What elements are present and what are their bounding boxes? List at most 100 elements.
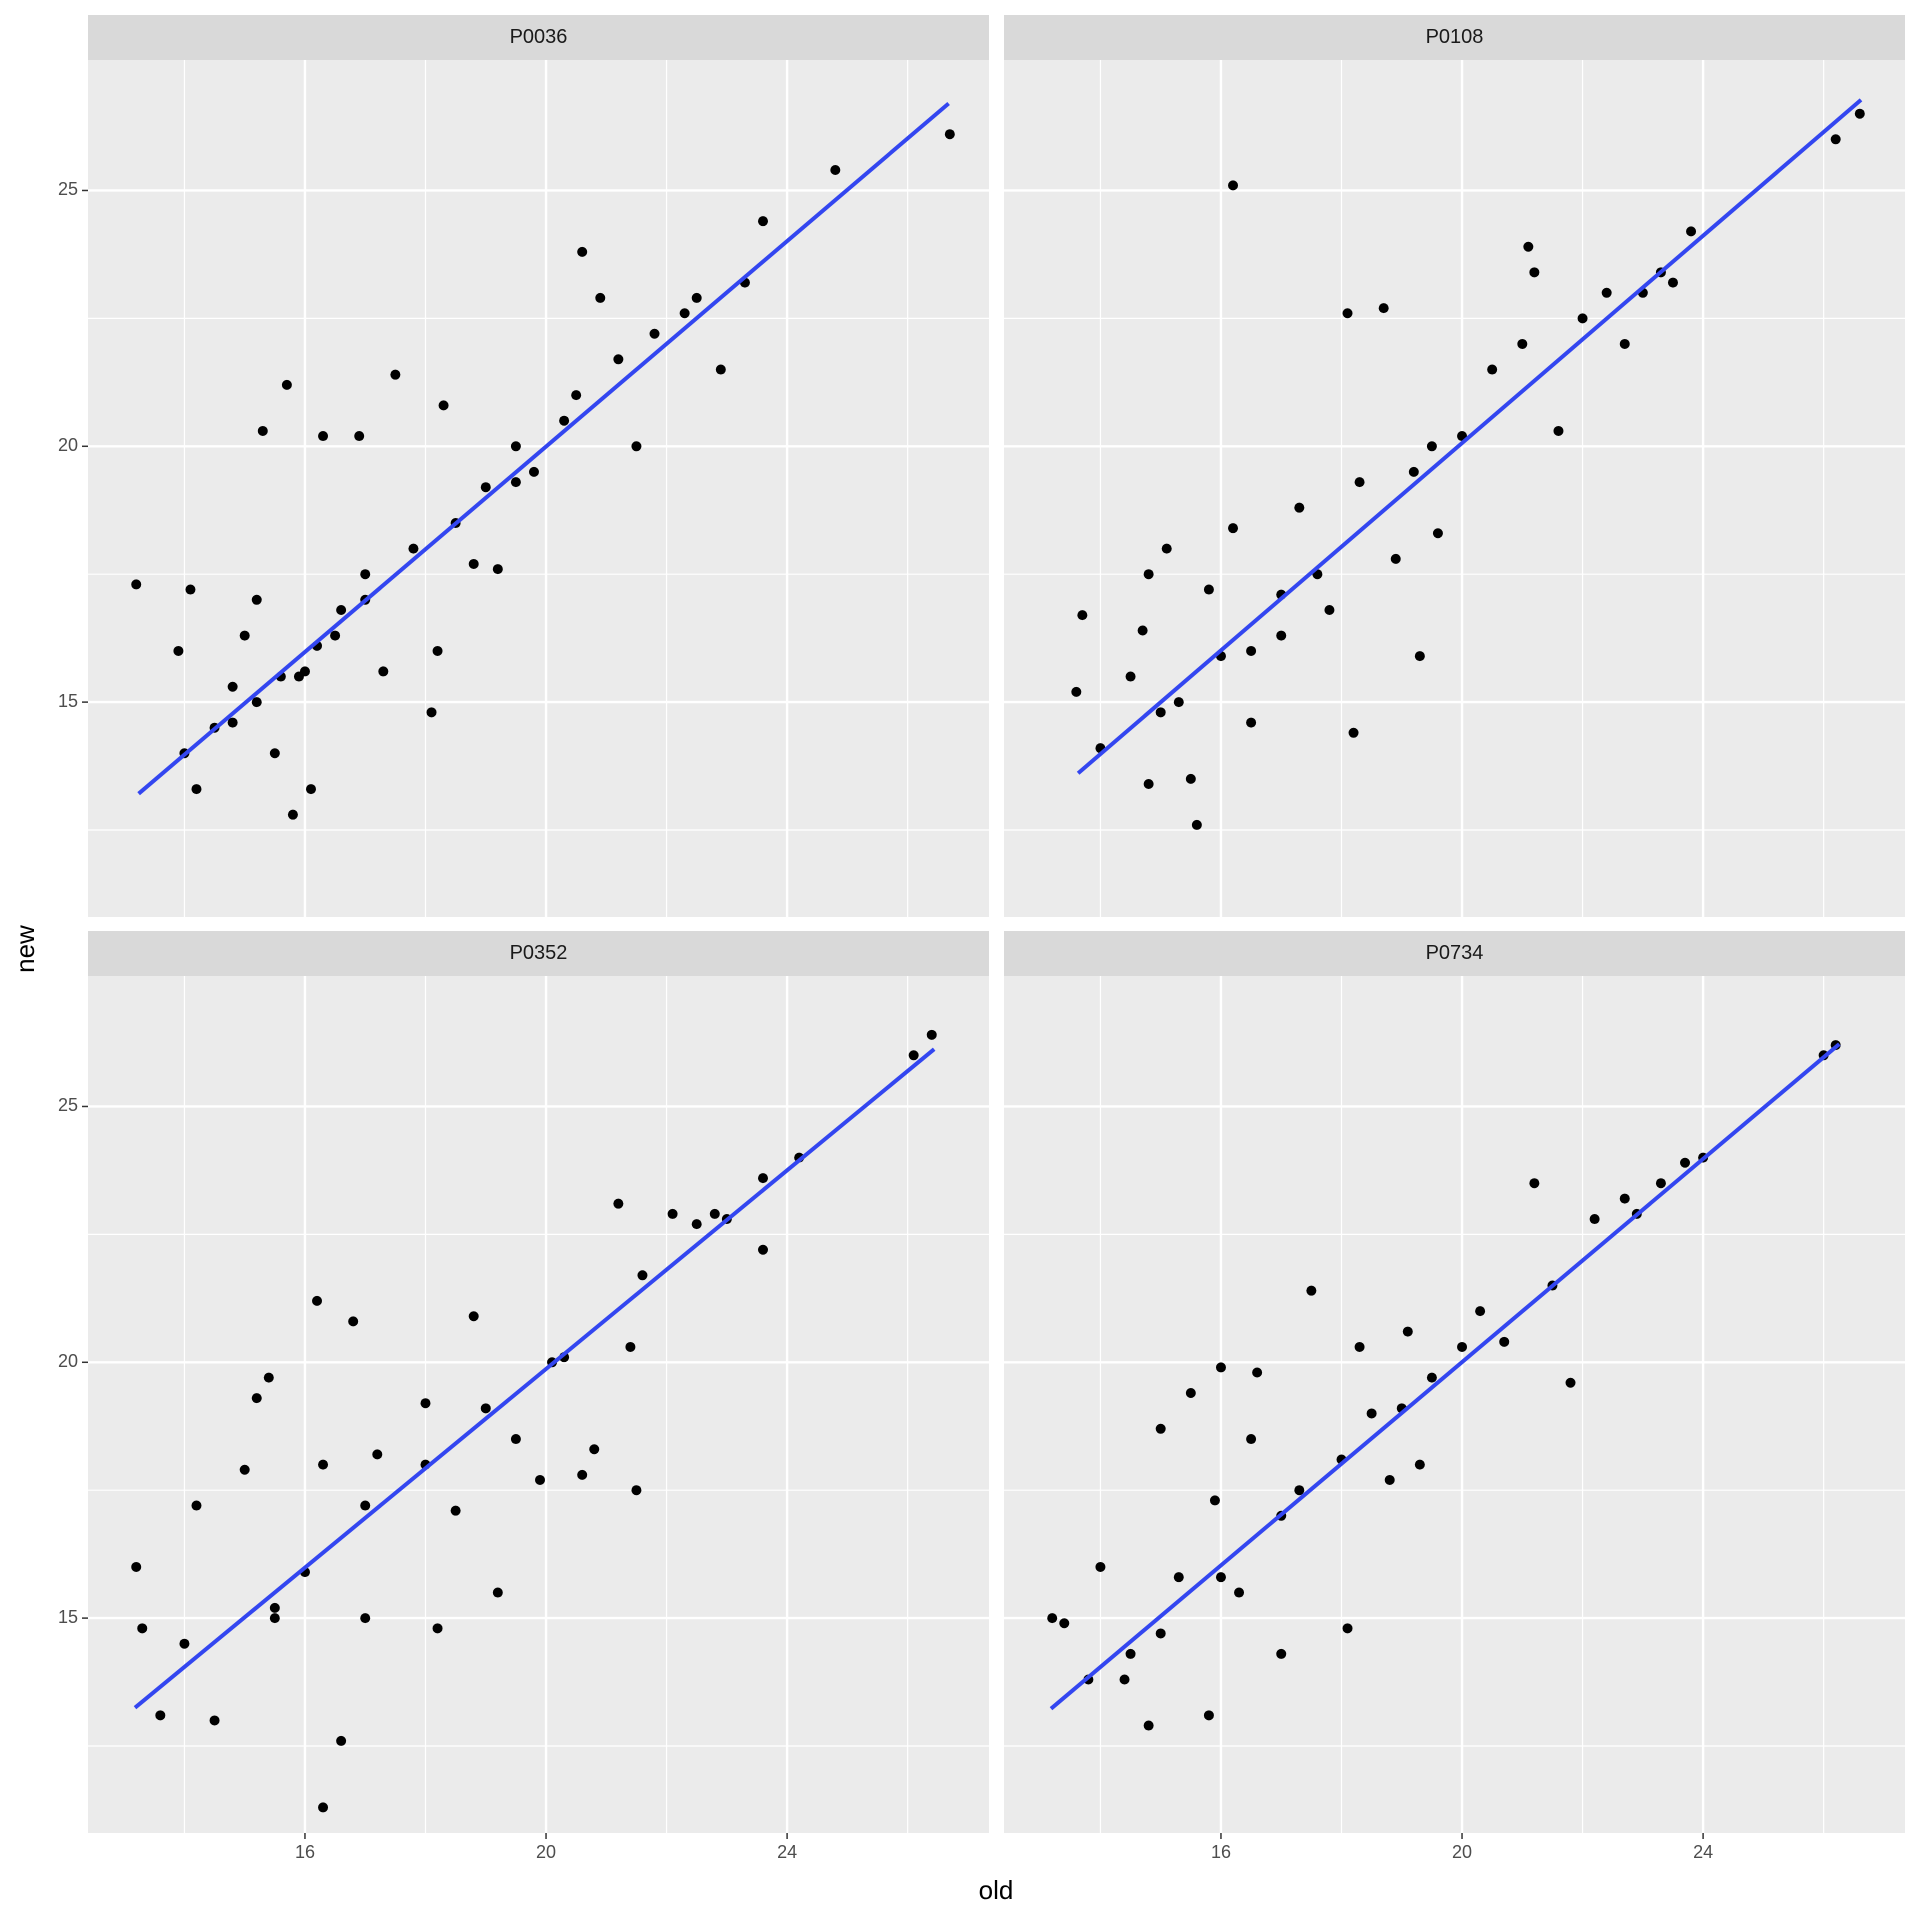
y-tick-label: 25 bbox=[58, 1095, 78, 1115]
point bbox=[649, 328, 660, 339]
point bbox=[1077, 610, 1088, 621]
facet-title: P0352 bbox=[510, 942, 568, 964]
point bbox=[757, 1173, 768, 1184]
point bbox=[1390, 553, 1401, 564]
panel bbox=[1004, 60, 1905, 917]
point bbox=[691, 1219, 702, 1230]
point bbox=[408, 543, 419, 554]
point bbox=[155, 1710, 166, 1721]
point bbox=[1252, 1367, 1263, 1378]
point bbox=[492, 1587, 503, 1598]
point bbox=[1354, 477, 1365, 488]
point bbox=[450, 1505, 461, 1516]
point bbox=[299, 666, 310, 677]
point bbox=[239, 630, 250, 641]
point bbox=[1414, 1459, 1425, 1470]
point bbox=[318, 1459, 329, 1470]
panel bbox=[88, 60, 989, 917]
point bbox=[420, 1398, 431, 1409]
point bbox=[1209, 1495, 1220, 1506]
point bbox=[257, 425, 268, 436]
point bbox=[348, 1316, 359, 1327]
point bbox=[1348, 727, 1359, 738]
point bbox=[631, 441, 642, 452]
x-tick-label: 20 bbox=[1452, 1842, 1472, 1862]
point bbox=[1306, 1285, 1317, 1296]
point bbox=[137, 1623, 148, 1634]
point bbox=[613, 354, 624, 365]
point bbox=[191, 1500, 202, 1511]
point bbox=[715, 364, 726, 375]
point bbox=[1619, 1193, 1630, 1204]
point bbox=[269, 1613, 280, 1624]
point bbox=[468, 558, 479, 569]
point bbox=[1161, 543, 1172, 554]
point bbox=[1143, 1720, 1154, 1731]
point bbox=[1432, 528, 1443, 539]
point bbox=[318, 1802, 329, 1813]
point bbox=[1457, 1341, 1468, 1352]
y-axis-title: new bbox=[10, 925, 40, 973]
point bbox=[908, 1050, 919, 1061]
point bbox=[1246, 1434, 1257, 1445]
point bbox=[1426, 1372, 1437, 1383]
point bbox=[336, 1735, 347, 1746]
point bbox=[1215, 1572, 1226, 1583]
fit-line bbox=[133, 1047, 936, 1710]
point bbox=[281, 379, 292, 390]
point bbox=[227, 717, 238, 728]
point bbox=[709, 1208, 720, 1219]
y-tick-label: 25 bbox=[58, 179, 78, 199]
point bbox=[1294, 502, 1305, 513]
point bbox=[510, 441, 521, 452]
point bbox=[1125, 1648, 1136, 1659]
x-tick-label: 20 bbox=[536, 1842, 556, 1862]
point bbox=[336, 605, 347, 616]
point bbox=[330, 630, 341, 641]
strip bbox=[88, 15, 989, 60]
point bbox=[1228, 523, 1239, 534]
point bbox=[1366, 1408, 1377, 1419]
point bbox=[589, 1444, 600, 1455]
point bbox=[679, 308, 690, 319]
point bbox=[390, 369, 401, 380]
point bbox=[1185, 1387, 1196, 1398]
point bbox=[631, 1485, 642, 1496]
point bbox=[1565, 1377, 1576, 1388]
point bbox=[1203, 584, 1214, 595]
point bbox=[1378, 303, 1389, 314]
point bbox=[269, 1602, 280, 1613]
point bbox=[1830, 134, 1841, 145]
point bbox=[426, 707, 437, 718]
y-tick-label: 20 bbox=[58, 1351, 78, 1371]
x-axis-title: old bbox=[979, 1875, 1014, 1905]
fit-line bbox=[1049, 1042, 1841, 1711]
point bbox=[185, 584, 196, 595]
point bbox=[191, 784, 202, 795]
point bbox=[1276, 630, 1287, 641]
point bbox=[251, 1393, 262, 1404]
point bbox=[613, 1198, 624, 1209]
point bbox=[1143, 778, 1154, 789]
point bbox=[1384, 1474, 1395, 1485]
point bbox=[510, 477, 521, 488]
point bbox=[1408, 466, 1419, 477]
y-tick-label: 20 bbox=[58, 435, 78, 455]
point bbox=[1499, 1336, 1510, 1347]
point bbox=[251, 697, 262, 708]
point bbox=[1246, 645, 1257, 656]
y-tick-label: 15 bbox=[58, 1607, 78, 1627]
point bbox=[571, 390, 582, 401]
point bbox=[510, 1434, 521, 1445]
point bbox=[131, 1561, 142, 1572]
point bbox=[1601, 287, 1612, 298]
point bbox=[360, 1613, 371, 1624]
point bbox=[432, 645, 443, 656]
point bbox=[757, 1244, 768, 1255]
point bbox=[1294, 1485, 1305, 1496]
point bbox=[263, 1372, 274, 1383]
point bbox=[468, 1311, 479, 1322]
facet-title: P0036 bbox=[510, 26, 568, 48]
point bbox=[492, 564, 503, 575]
